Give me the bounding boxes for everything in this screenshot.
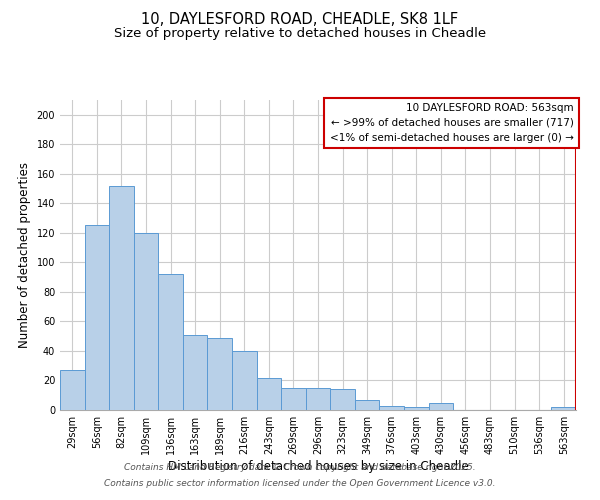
Bar	[109, 186, 134, 410]
Bar	[281, 388, 306, 410]
Y-axis label: Number of detached properties: Number of detached properties	[18, 162, 31, 348]
Bar	[158, 274, 183, 410]
Text: Size of property relative to detached houses in Cheadle: Size of property relative to detached ho…	[114, 28, 486, 40]
Bar	[306, 388, 330, 410]
X-axis label: Distribution of detached houses by size in Cheadle: Distribution of detached houses by size …	[167, 460, 469, 472]
Text: Contains public sector information licensed under the Open Government Licence v3: Contains public sector information licen…	[104, 478, 496, 488]
Bar	[60, 370, 85, 410]
Text: 10, DAYLESFORD ROAD, CHEADLE, SK8 1LF: 10, DAYLESFORD ROAD, CHEADLE, SK8 1LF	[142, 12, 458, 28]
Bar	[257, 378, 281, 410]
Bar	[183, 334, 208, 410]
Bar	[85, 226, 109, 410]
Bar	[208, 338, 232, 410]
Text: 10 DAYLESFORD ROAD: 563sqm
← >99% of detached houses are smaller (717)
<1% of se: 10 DAYLESFORD ROAD: 563sqm ← >99% of det…	[329, 103, 574, 142]
Bar	[134, 233, 158, 410]
Bar	[428, 402, 453, 410]
Bar	[232, 351, 257, 410]
Bar	[330, 390, 355, 410]
Bar	[404, 407, 428, 410]
Bar	[355, 400, 379, 410]
Bar	[551, 407, 576, 410]
Text: Contains HM Land Registry data © Crown copyright and database right 2025.: Contains HM Land Registry data © Crown c…	[124, 464, 476, 472]
Bar	[379, 406, 404, 410]
